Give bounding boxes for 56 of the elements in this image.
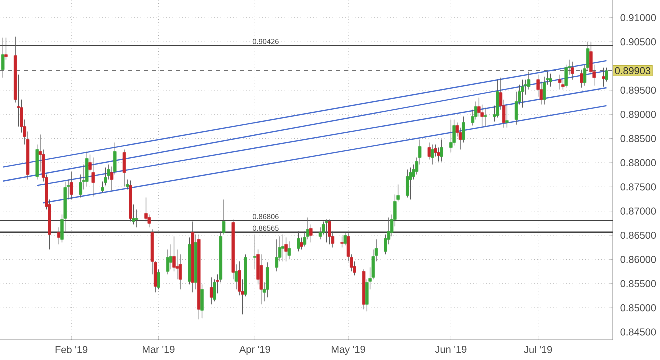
candlestick xyxy=(580,69,584,88)
y-tick-label: 0.84500 xyxy=(620,328,656,336)
candlestick xyxy=(297,231,300,252)
candlestick xyxy=(284,237,288,262)
candlestick xyxy=(458,127,462,150)
candlestick xyxy=(549,74,552,88)
candlestick xyxy=(282,234,285,262)
candlestick xyxy=(328,219,332,245)
x-tick-label: May '19 xyxy=(332,346,366,356)
candlestick xyxy=(440,139,444,162)
candlestick xyxy=(506,104,509,128)
candlestick xyxy=(70,171,74,200)
candlestick xyxy=(288,241,291,260)
candlestick xyxy=(437,147,440,162)
x-tick-label: Jun '19 xyxy=(435,346,467,354)
candlestick xyxy=(558,74,562,90)
y-tick-label: 0.87500 xyxy=(620,184,656,191)
candlestick xyxy=(135,209,139,228)
candlestick xyxy=(86,151,89,188)
candlestick xyxy=(2,38,5,78)
candlestick xyxy=(430,144,434,166)
candlestick xyxy=(101,181,104,194)
candlestick xyxy=(92,157,95,198)
y-tick-label: 0.91000 xyxy=(620,14,656,22)
candlestick xyxy=(521,80,524,108)
y-tick-label: 0.88000 xyxy=(620,159,656,167)
y-tick-label: 0.88500 xyxy=(620,135,656,142)
candlestick xyxy=(122,149,126,188)
candlestick xyxy=(450,119,453,154)
candlestick xyxy=(340,236,344,248)
candlestick xyxy=(58,227,61,245)
y-tick-label: 0.86000 xyxy=(620,256,656,264)
candlestick xyxy=(275,239,279,272)
x-tick-label: Apr '19 xyxy=(240,346,270,356)
ref-line-label: 0.89903 xyxy=(615,67,651,74)
candlestick xyxy=(325,219,328,244)
candlestick xyxy=(266,262,270,298)
y-tick-label: 0.87000 xyxy=(620,208,656,215)
candlestick xyxy=(4,38,8,60)
x-tick-label: Feb '19 xyxy=(56,346,88,354)
candlestick xyxy=(570,62,574,80)
y-tick-label: 0.85000 xyxy=(620,304,656,312)
x-tick-label: Jul '19 xyxy=(524,346,552,354)
y-tick-label: 0.89000 xyxy=(620,111,656,118)
y-tick-label: 0.85500 xyxy=(620,280,656,288)
candlestick xyxy=(496,80,500,118)
x-tick-label: Mar '19 xyxy=(143,346,175,354)
candlestick xyxy=(254,234,257,270)
y-tick-label: 0.86500 xyxy=(620,232,656,240)
candlestick xyxy=(409,167,412,200)
candlestick xyxy=(406,169,410,198)
candlestick xyxy=(484,108,488,128)
candlestick xyxy=(210,277,214,305)
y-tick-label: 0.89500 xyxy=(620,86,656,94)
candlestick xyxy=(602,68,606,88)
y-tick-label: 0.90500 xyxy=(620,38,656,46)
